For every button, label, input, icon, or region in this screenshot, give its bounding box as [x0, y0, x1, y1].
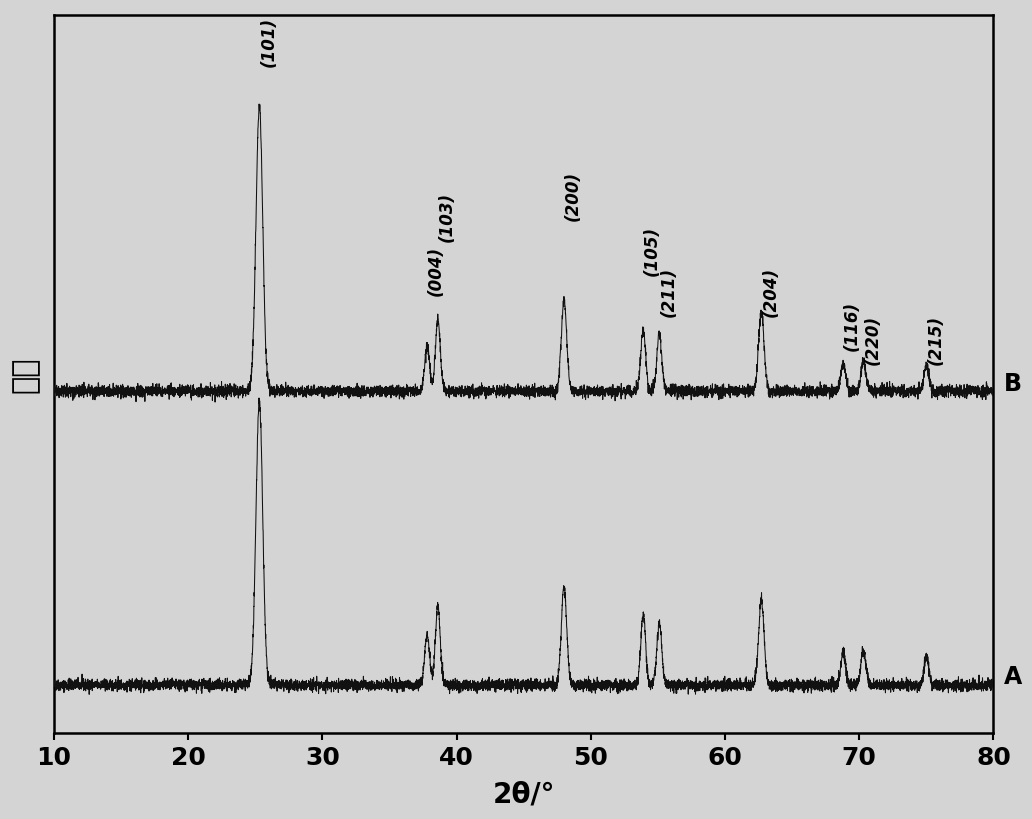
Text: (200): (200) [565, 171, 582, 221]
Text: B: B [1004, 371, 1023, 396]
Text: (101): (101) [259, 17, 278, 67]
Text: (105): (105) [643, 225, 662, 275]
X-axis label: 2θ/°: 2θ/° [492, 780, 555, 808]
Text: (004): (004) [427, 246, 445, 296]
Y-axis label: 强度: 强度 [11, 356, 40, 393]
Text: A: A [1004, 664, 1023, 689]
Text: (220): (220) [864, 314, 881, 364]
Text: (215): (215) [927, 314, 944, 364]
Text: (211): (211) [659, 266, 677, 317]
Text: (204): (204) [762, 266, 779, 317]
Text: (116): (116) [843, 301, 861, 351]
Text: (103): (103) [438, 192, 456, 242]
